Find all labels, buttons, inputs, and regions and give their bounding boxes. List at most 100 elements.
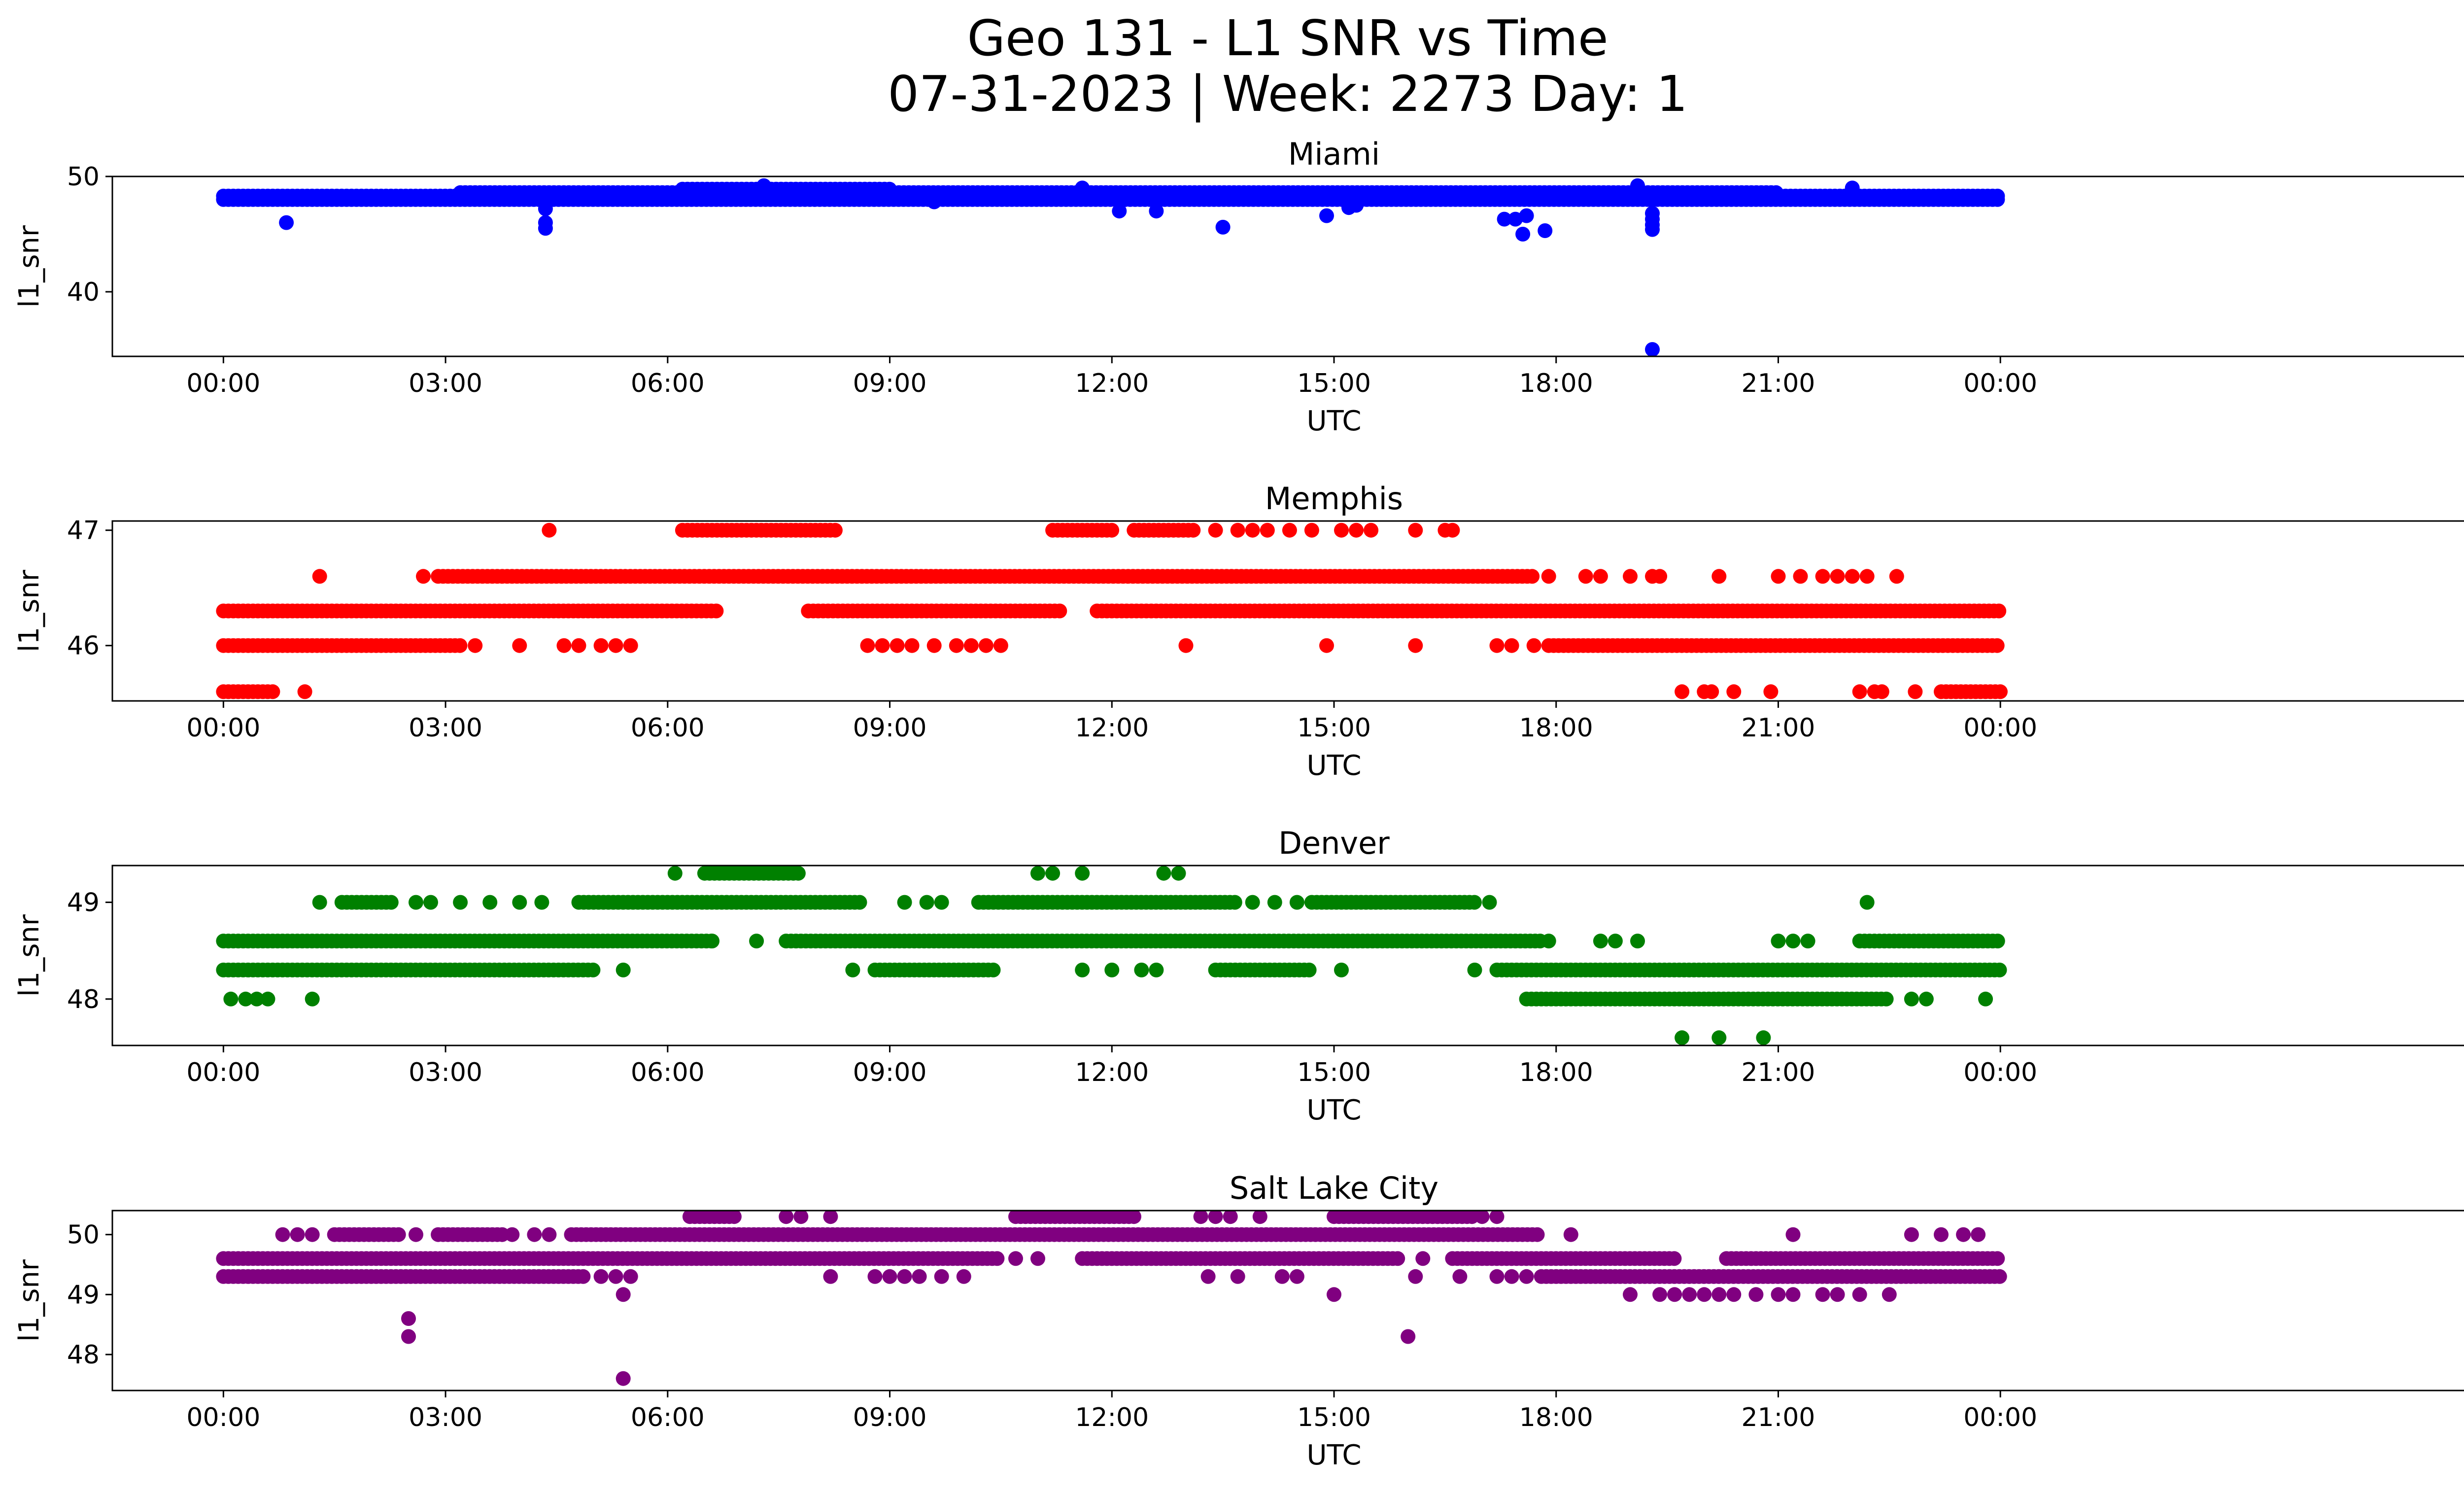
data-point	[1934, 1227, 1949, 1242]
data-point	[919, 895, 934, 910]
denver-x-tick-label: 03:00	[409, 1058, 482, 1087]
data-point	[1193, 1211, 1208, 1224]
data-point	[1260, 522, 1275, 538]
data-point	[1541, 934, 1556, 949]
data-point	[1904, 991, 1919, 1007]
data-point	[793, 1211, 809, 1224]
data-point	[608, 638, 623, 653]
miami-x-tick-label: 06:00	[631, 369, 705, 398]
data-point	[409, 895, 423, 910]
salt-lake-city-x-tick-label: 03:00	[409, 1403, 482, 1432]
data-point	[297, 684, 312, 699]
subplot-salt-lake-city: Salt Lake City 00:00 03:00 06:00 09:00 12:00 1…	[13, 1170, 2464, 1471]
memphis-band-8	[675, 522, 843, 538]
data-point	[623, 1269, 638, 1284]
memphis-data-points	[216, 522, 2008, 699]
data-point	[956, 1269, 971, 1284]
data-point	[1793, 569, 1808, 584]
data-point	[705, 934, 719, 949]
data-point	[512, 638, 527, 653]
data-point	[1859, 895, 1875, 910]
denver-x-tick-label: 15:00	[1297, 1058, 1371, 1087]
denver-y-axis-label: l1_snr	[13, 914, 45, 997]
denver-x-tick-label: 12:00	[1075, 1058, 1149, 1087]
miami-x-tick-label: 00:00	[1963, 369, 2037, 398]
data-point	[882, 1269, 897, 1284]
memphis-x-tick-label: 09:00	[853, 713, 927, 743]
data-point	[1186, 522, 1201, 538]
data-point	[1538, 223, 1553, 238]
data-point	[1230, 522, 1245, 538]
data-point	[790, 866, 806, 881]
data-point	[1052, 603, 1067, 619]
data-point	[1563, 1227, 1578, 1242]
data-point	[556, 638, 572, 653]
denver-y-tick-label: 48	[67, 985, 100, 1014]
data-point	[1504, 1269, 1519, 1284]
data-point	[1593, 569, 1608, 584]
data-point	[1467, 895, 1482, 910]
data-point	[1815, 569, 1830, 584]
data-point	[416, 569, 431, 584]
data-point	[1904, 1227, 1919, 1242]
denver-band-5	[216, 934, 719, 949]
data-point	[904, 638, 920, 653]
data-point	[1978, 991, 1993, 1007]
data-point	[1623, 569, 1638, 584]
data-point	[667, 866, 683, 881]
data-point	[391, 1227, 406, 1242]
data-point	[1530, 1227, 1545, 1242]
data-point	[1104, 962, 1120, 977]
memphis-band-2	[216, 638, 468, 653]
denver-x-tick-label: 09:00	[853, 1058, 927, 1087]
miami-x-tick-label: 12:00	[1075, 369, 1149, 398]
data-point	[1785, 1287, 1801, 1302]
data-point	[1993, 684, 2008, 699]
data-point	[401, 1329, 416, 1344]
data-point	[1474, 1211, 1490, 1224]
salt-lake-city-x-tick-label: 18:00	[1519, 1403, 1593, 1432]
miami-x-tick-label: 15:00	[1297, 369, 1371, 398]
data-point	[1889, 569, 1904, 584]
data-point	[312, 895, 327, 910]
data-point	[749, 934, 764, 949]
denver-band-12	[697, 866, 806, 881]
data-point	[845, 962, 860, 977]
data-point	[312, 569, 327, 584]
data-point	[593, 638, 609, 653]
data-point	[1390, 1251, 1405, 1266]
data-point	[1918, 991, 1934, 1007]
data-point	[912, 1269, 927, 1284]
data-point	[1675, 684, 1690, 699]
data-point	[305, 991, 320, 1007]
subplot-memphis: Memphis 00:00 03:00 06:00 09:00 12:00 15:00 18:…	[13, 481, 2464, 782]
data-point	[1008, 1251, 1023, 1266]
data-point	[867, 1269, 883, 1284]
subplot-miami: Miami 00:00 03:00 06:00 09:00 12:00 15:00 18:00…	[13, 136, 2464, 437]
memphis-x-tick-label: 03:00	[409, 713, 482, 743]
salt-lake-city-y-tick-label: 48	[67, 1340, 100, 1370]
data-point	[1992, 962, 2007, 977]
data-point	[779, 1211, 794, 1224]
miami-y-axis-label: l1_snr	[13, 225, 45, 308]
denver-x-tick-label: 00:00	[186, 1058, 260, 1087]
data-point	[1104, 522, 1120, 538]
data-point	[1489, 1269, 1505, 1284]
data-point	[290, 1227, 305, 1242]
data-point	[1508, 211, 1523, 227]
memphis-y-axis-label: l1_snr	[13, 569, 45, 652]
miami-y-tick-label: 50	[67, 162, 100, 192]
data-point	[897, 895, 912, 910]
data-point	[1711, 569, 1727, 584]
data-point	[1304, 522, 1319, 538]
data-point	[538, 201, 553, 216]
salt-lake-city-y-tick-label: 49	[67, 1280, 100, 1310]
memphis-y-tick-label: 46	[67, 631, 100, 661]
data-point	[978, 638, 993, 653]
data-point	[608, 1269, 623, 1284]
data-point	[1763, 684, 1779, 699]
denver-band-4	[1489, 962, 2007, 977]
data-point	[1578, 569, 1593, 584]
data-point	[1991, 603, 2007, 619]
